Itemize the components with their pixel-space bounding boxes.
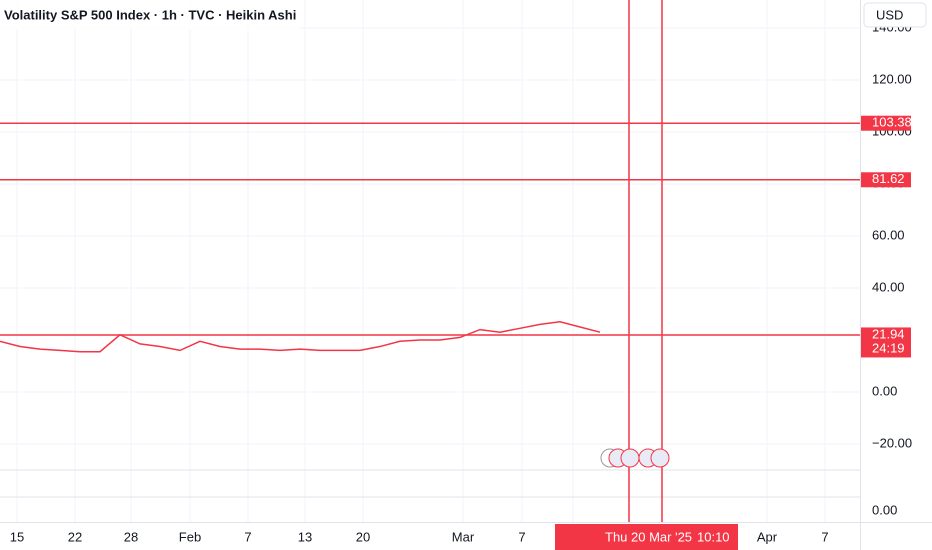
- event-icons[interactable]: [600, 448, 670, 468]
- event-icon[interactable]: [650, 448, 670, 468]
- x-tick-label: Apr: [757, 529, 778, 544]
- crosshair-time: 10:10: [697, 529, 730, 544]
- y-tick-label: 0.00: [872, 383, 897, 398]
- level-label-bg: [861, 172, 911, 188]
- level-label: 103.38: [872, 115, 912, 130]
- price-line: [0, 321, 601, 353]
- level-label: 81.62: [872, 171, 905, 186]
- x-tick-label: 7: [518, 529, 525, 544]
- currency-button[interactable]: [863, 2, 927, 28]
- x-tick-label: 7: [244, 529, 251, 544]
- chart-title: Volatility S&P 500 Index · 1h · TVC · He…: [4, 7, 296, 22]
- grid: [0, 0, 860, 522]
- y-tick-label: 120.00: [872, 71, 912, 86]
- x-tick-label: 7: [821, 529, 828, 544]
- level-label: 21.94: [872, 326, 905, 341]
- x-tick-label: 22: [68, 529, 82, 544]
- title-bg: [0, 0, 300, 30]
- x-tick-label: 20: [356, 529, 370, 544]
- x-tick-label: 28: [124, 529, 138, 544]
- event-icon[interactable]: [620, 448, 640, 468]
- x-tick-label: 13: [298, 529, 312, 544]
- countdown: 24:19: [872, 340, 905, 355]
- price-axis: [860, 0, 932, 550]
- axes: 140.00120.00100.0080.0060.0040.000.00−20…: [10, 19, 912, 544]
- x-tick-label: Mar: [452, 529, 475, 544]
- crosshair-label-bg: [555, 524, 738, 550]
- level-label-bg: [861, 115, 911, 131]
- y-tick-label: 0.00: [872, 502, 897, 517]
- plot: [0, 122, 860, 353]
- y-tick-label: 40.00: [872, 279, 905, 294]
- level-label-bg: [861, 327, 911, 358]
- crosshair-date: Thu 20 Mar '25: [605, 529, 692, 544]
- x-tick-label: Feb: [179, 529, 201, 544]
- x-tick-label: 15: [10, 529, 24, 544]
- currency[interactable]: USD: [876, 7, 903, 22]
- y-tick-label: 60.00: [872, 227, 905, 242]
- y-tick-label: −20.00: [872, 435, 912, 450]
